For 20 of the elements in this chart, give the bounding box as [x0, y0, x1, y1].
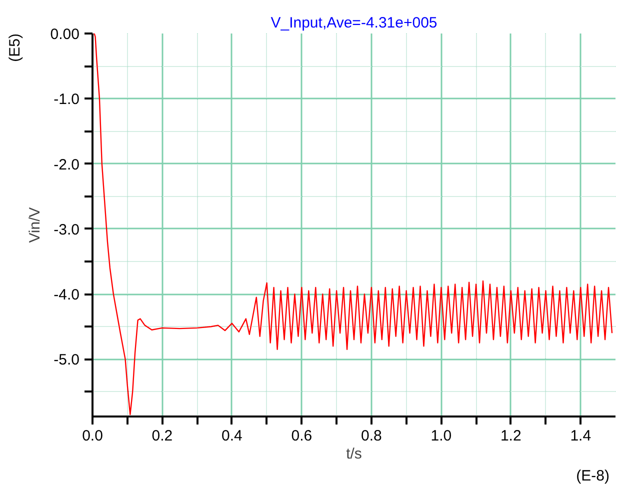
x-tick-label: 0.8	[361, 428, 382, 444]
x-tick-label: 0.0	[82, 428, 103, 444]
y-tick-label: -3.0	[54, 221, 80, 238]
x-tick-label: 0.4	[222, 428, 242, 444]
x-tick-label: 1.4	[570, 428, 592, 444]
line-series	[92, 34, 613, 416]
x-axis-title: t/s	[346, 446, 362, 462]
y-tick-label: -5.0	[54, 352, 80, 369]
x-tick-label: 0.2	[152, 428, 173, 444]
y-axis-title: Vin/V	[26, 207, 44, 243]
y-tick-label: 0.00	[50, 26, 80, 43]
chart-title: V_Input,Ave=-4.31e+005	[270, 14, 438, 32]
x-tick-label: 1.2	[500, 428, 522, 444]
y-tick-label: -2.0	[54, 156, 80, 174]
y-tick-label: -4.0	[54, 286, 80, 304]
x-tick-label: 1.0	[430, 428, 452, 444]
text: (E5)	[6, 33, 24, 62]
x-tick-label: 0.6	[291, 428, 312, 444]
y-tick-label: -1.0	[54, 91, 80, 108]
text: (E-8)	[576, 468, 610, 484]
